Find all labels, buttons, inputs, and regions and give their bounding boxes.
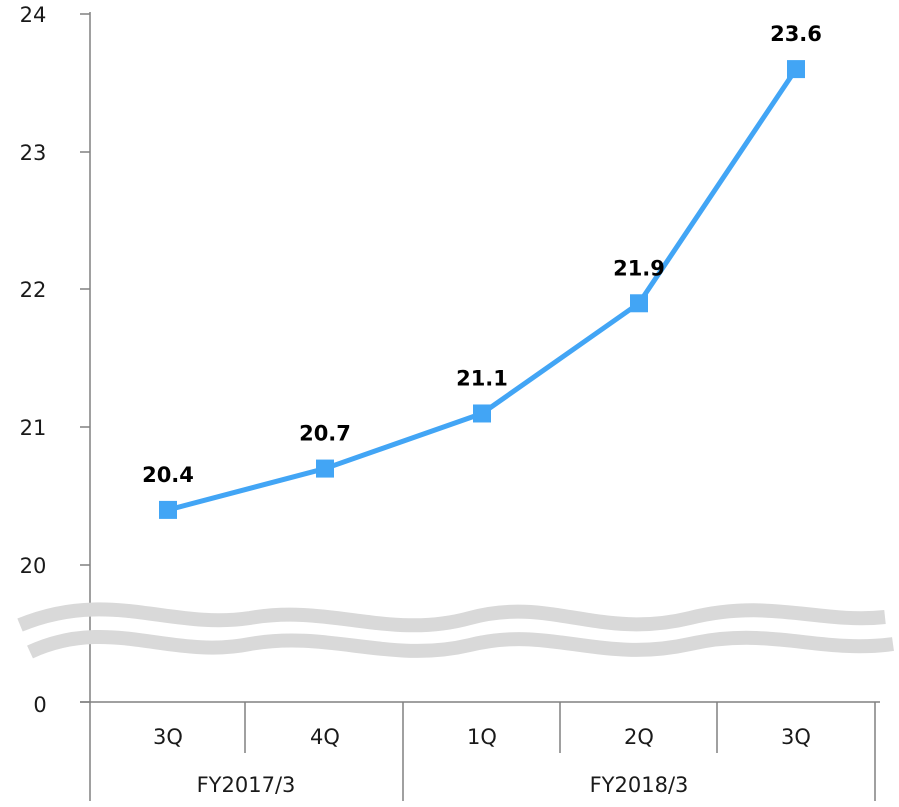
category-label: 3Q <box>781 725 811 749</box>
axis-break-band <box>17 602 894 659</box>
data-label: 23.6 <box>770 22 822 46</box>
data-label: 21.9 <box>613 256 665 280</box>
group-labels: FY2017/3 FY2018/3 <box>197 773 689 797</box>
group-label: FY2017/3 <box>197 773 296 797</box>
category-label: 1Q <box>467 725 497 749</box>
y-tick-labels: 24 23 22 21 20 0 <box>20 3 47 717</box>
data-point-marker <box>787 60 805 79</box>
y-tick-label: 22 <box>20 278 47 302</box>
markers-group <box>159 60 805 519</box>
data-labels-group: 20.4 20.7 21.1 21.9 23.6 <box>142 22 822 487</box>
y-tick-label: 24 <box>20 3 47 27</box>
data-point-marker <box>630 294 648 313</box>
data-label: 20.7 <box>299 422 351 446</box>
y-tick-label: 21 <box>20 416 47 440</box>
data-label: 21.1 <box>456 366 508 390</box>
y-tick-marks <box>80 13 90 703</box>
data-point-marker <box>473 404 491 423</box>
data-point-marker <box>159 500 177 519</box>
group-label: FY2018/3 <box>590 773 689 797</box>
y-tick-label: 0 <box>33 693 46 717</box>
series-group <box>167 67 799 513</box>
category-separators <box>244 702 876 801</box>
category-label: 2Q <box>624 725 654 749</box>
y-tick-label: 23 <box>20 141 47 165</box>
y-tick-label: 20 <box>20 554 47 578</box>
category-labels: 3Q 4Q 1Q 2Q 3Q <box>153 725 811 749</box>
series-line <box>167 67 799 513</box>
data-label: 20.4 <box>142 463 194 487</box>
data-point-marker <box>316 459 334 478</box>
category-label: 4Q <box>310 725 340 749</box>
category-label: 3Q <box>153 725 183 749</box>
